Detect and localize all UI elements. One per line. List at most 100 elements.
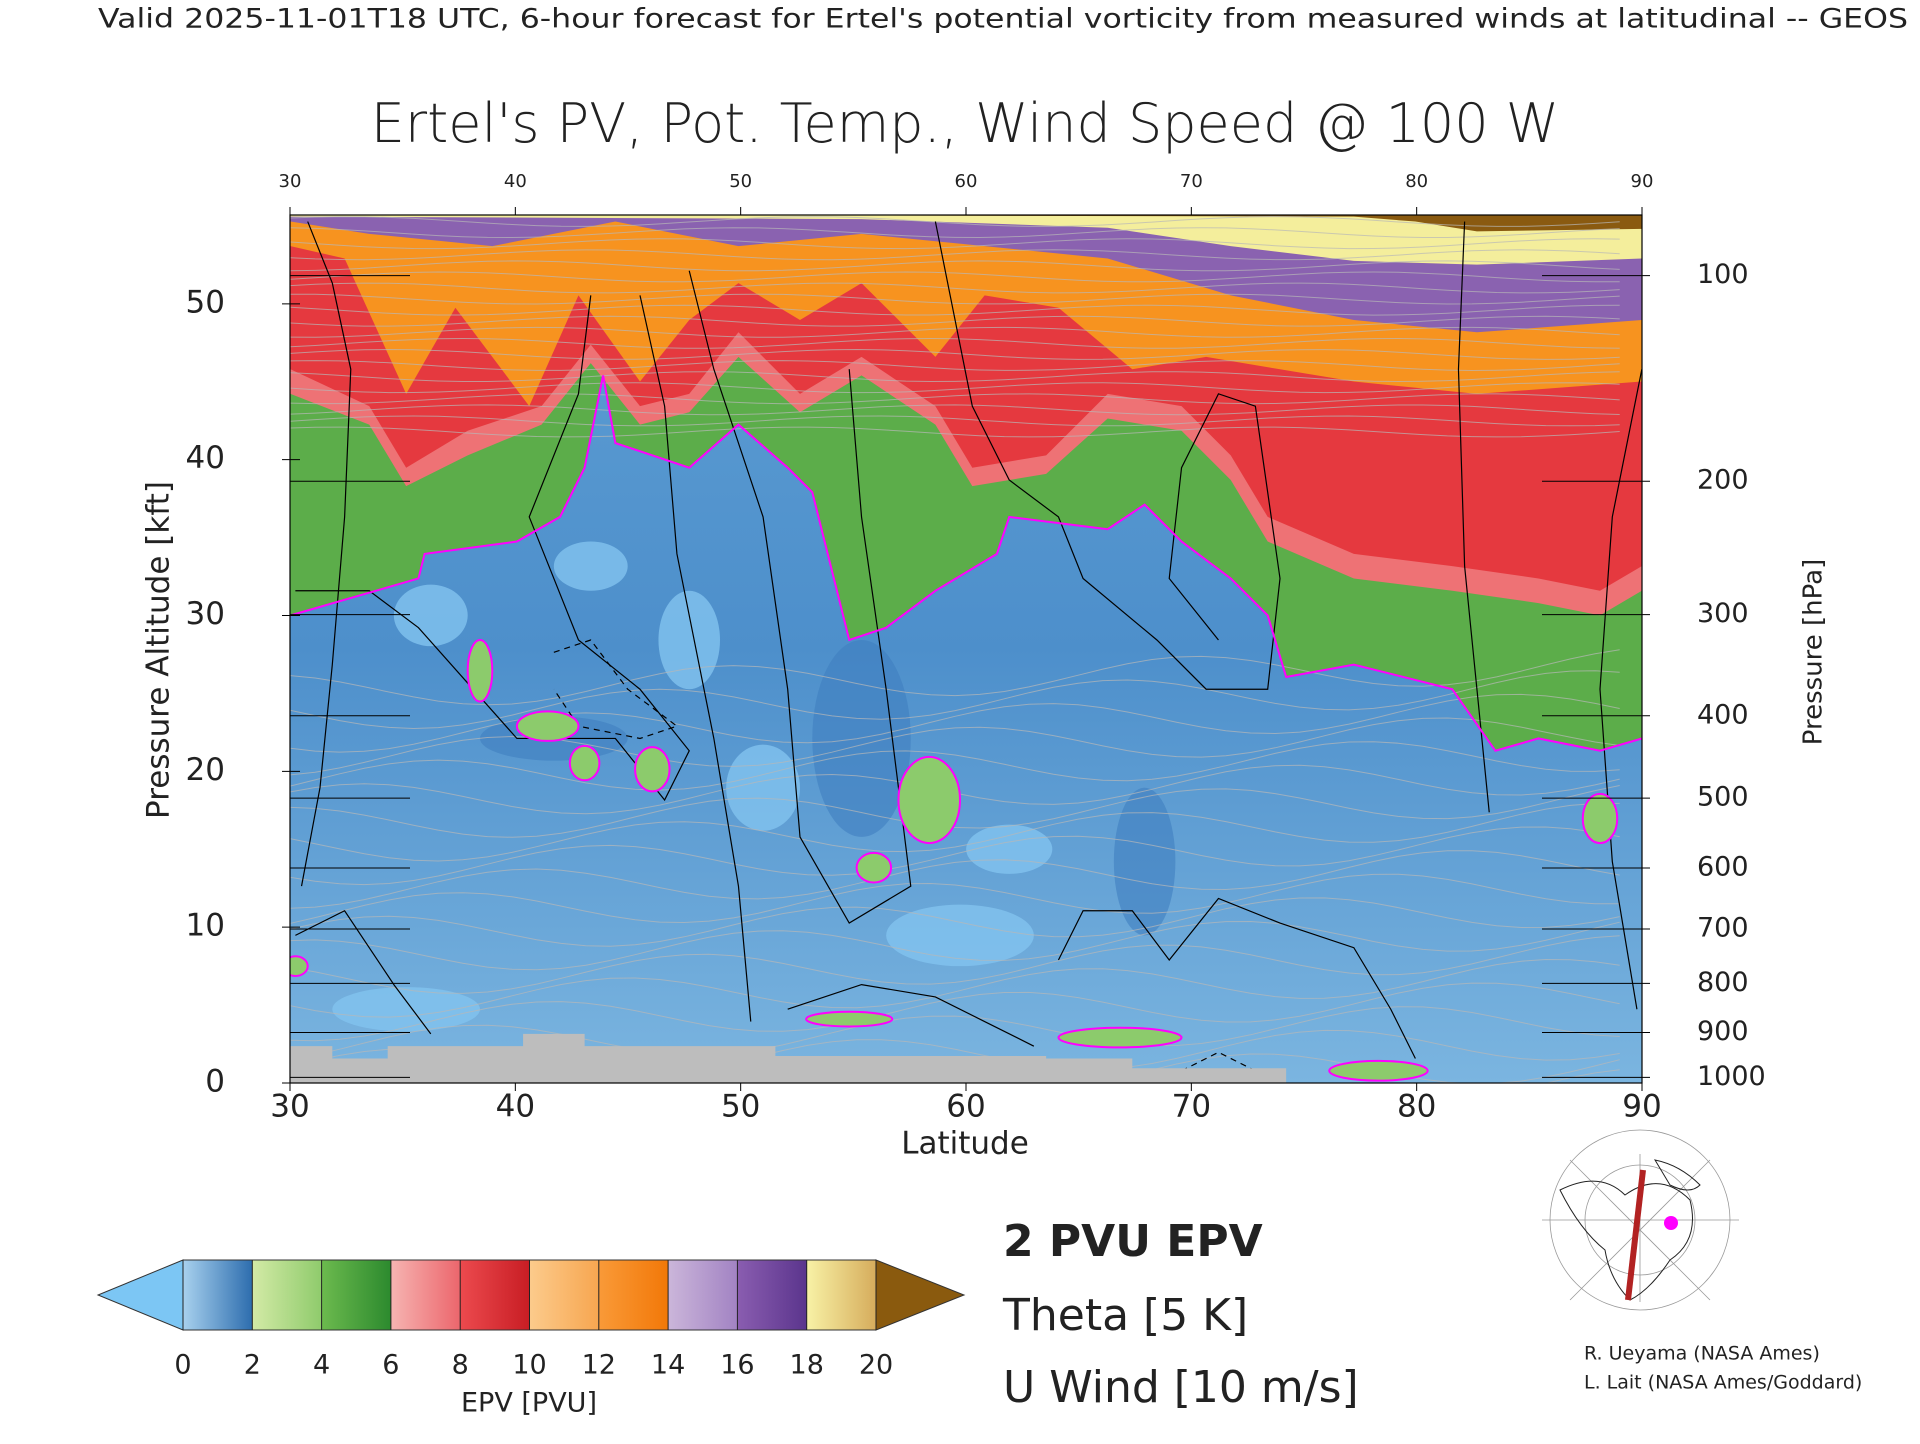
low-pv-patch: [886, 904, 1034, 967]
x-tick-label: 90: [1622, 1089, 1661, 1125]
legend-entry: Theta [5 K]: [1002, 1290, 1248, 1341]
x-top-tick-label: 50: [729, 171, 752, 192]
wind-contour: [688, 270, 912, 924]
colorbar-tick-label: 4: [313, 1350, 330, 1381]
legend-entry: 2 PVU EPV: [1003, 1216, 1263, 1267]
y-tick-label: 40: [186, 440, 225, 476]
y2-tick-label: 1000: [1697, 1061, 1766, 1092]
theta-line: [290, 304, 1620, 316]
theta-line: [290, 958, 1620, 1018]
theta-line: [290, 382, 1620, 394]
colorbar-segment: [598, 1260, 669, 1330]
x-top-tick-label: 90: [1631, 171, 1654, 192]
theta-line: [290, 260, 1620, 272]
theta-line: [290, 326, 1620, 338]
theta-line: [290, 337, 1620, 349]
theta-line: [290, 873, 1620, 924]
theta-line: [290, 293, 1620, 305]
x-tick-label: 60: [946, 1089, 985, 1125]
theta-line: [290, 227, 1620, 239]
y-tick-label: 10: [186, 908, 225, 944]
colorbar-segment: [529, 1260, 599, 1330]
y-tick-label: 0: [205, 1064, 225, 1100]
x-tick-label: 40: [496, 1089, 535, 1125]
wind-contour: [1599, 369, 1642, 1010]
colorbar-tick-label: 2: [244, 1350, 261, 1381]
theta-line: [290, 826, 1620, 886]
colorbar-tick-label: 8: [452, 1350, 469, 1381]
colorbar-tick-label: 14: [651, 1350, 685, 1381]
theta-line: [290, 360, 1620, 372]
theta-line: [290, 404, 1620, 416]
y2-tick-label: 800: [1697, 967, 1749, 998]
pvu-2-island: [290, 955, 309, 977]
low-pv-patch: [553, 541, 628, 591]
low-pv-patch: [726, 744, 800, 831]
pvu-2-island: [1581, 792, 1619, 845]
y2-tick-label: 900: [1697, 1016, 1749, 1047]
theta-line: [290, 348, 1620, 360]
x-top-tick-label: 40: [504, 171, 527, 192]
wind-contour: [934, 221, 1281, 690]
x-tick-label: 30: [270, 1089, 309, 1125]
theta-line: [290, 741, 1620, 791]
y2-tick-label: 300: [1697, 598, 1749, 629]
theta-line: [290, 415, 1620, 427]
colorbar-tick-label: 0: [174, 1350, 191, 1381]
theta-line: [290, 271, 1620, 283]
x-axis-label: Latitude: [901, 1126, 1029, 1162]
theta-line: [290, 216, 1620, 227]
theta-line: [290, 785, 1620, 838]
theta-line: [290, 850, 1620, 909]
theta-line: [290, 802, 1620, 862]
mid-pv-patch: [1113, 787, 1176, 936]
wind-contour: [639, 295, 752, 1022]
colorbar-segment: [460, 1260, 530, 1330]
y2-tick-label: 600: [1697, 852, 1749, 883]
theta-line: [290, 935, 1620, 994]
colorbar-segment: [321, 1260, 391, 1330]
colorbar-tick-label: 18: [790, 1350, 824, 1381]
theta-line: [290, 717, 1620, 776]
colorbar-tick-label: 16: [720, 1350, 754, 1381]
colorbar-under: [96, 1259, 184, 1331]
theta-line: [290, 693, 1620, 753]
y2-tick-label: 400: [1697, 699, 1749, 730]
pvu-2-island: [1057, 1026, 1183, 1049]
mid-pv-patch: [812, 640, 911, 837]
theta-line: [290, 649, 1620, 706]
y-tick-label: 50: [186, 284, 225, 320]
x-tick-label: 50: [721, 1089, 760, 1125]
theta-line: [290, 371, 1620, 383]
y2-tick-label: 200: [1697, 465, 1749, 496]
theta-line: [290, 670, 1620, 730]
theta-line: [290, 238, 1620, 250]
colorbar-segment: [183, 1260, 253, 1330]
theta-line: [290, 982, 1620, 1042]
y2-tick-label: 500: [1697, 782, 1749, 813]
chart-title: Ertel's PV, Pot. Temp., Wind Speed @ 100…: [371, 92, 1559, 155]
terrain: [290, 1033, 1287, 1083]
credit: L. Lait (NASA Ames/Goddard): [1584, 1372, 1862, 1394]
theta-line: [290, 282, 1620, 294]
colorbar-tick-label: 12: [582, 1350, 616, 1381]
credit: R. Ueyama (NASA Ames): [1584, 1343, 1820, 1365]
wind-contour: [295, 295, 690, 802]
x-top-tick-label: 70: [1180, 171, 1203, 192]
y2-axis-label: Pressure [hPa]: [1799, 559, 1829, 746]
pvu-2-island: [515, 710, 580, 742]
locator-map: [1542, 1129, 1739, 1311]
y-axis-label: Pressure Altitude [kft]: [141, 481, 177, 819]
colorbar-segment: [806, 1260, 876, 1330]
colorbar-tick-label: 20: [859, 1350, 893, 1381]
field: [290, 215, 1642, 1083]
yellow-layer: [290, 215, 1642, 265]
theta-line: [290, 1006, 1620, 1061]
pvu-2-contour: [290, 375, 1642, 752]
pvu-2-island: [1328, 1059, 1429, 1082]
x-tick-label: 70: [1172, 1089, 1211, 1125]
colorbar-tick-label: 10: [512, 1350, 546, 1381]
x-top-tick-label: 30: [279, 171, 302, 192]
x-top-tick-label: 60: [955, 171, 978, 192]
